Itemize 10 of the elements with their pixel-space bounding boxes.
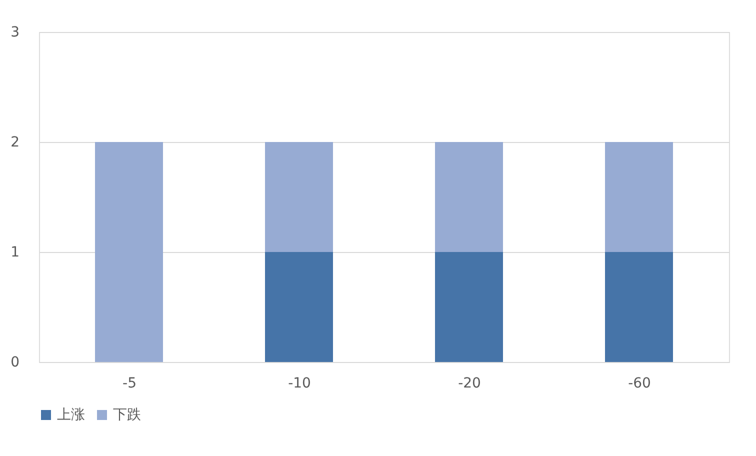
legend-label: 下跌 (113, 407, 141, 423)
y-tick-label: 1 (10, 244, 20, 260)
x-tick-label: -5 (122, 376, 136, 392)
y-tick-label: 0 (10, 354, 20, 370)
x-tick-label: -60 (628, 376, 651, 392)
x-tick-label: -10 (288, 376, 311, 392)
legend-label: 上涨 (57, 407, 85, 423)
y-tick-label: 2 (10, 134, 20, 150)
y-tick-label: 3 (10, 24, 20, 40)
x-tick-label: -20 (458, 376, 481, 392)
